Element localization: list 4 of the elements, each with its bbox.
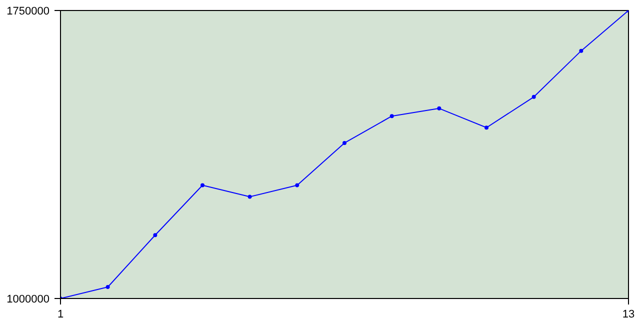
x-tick-label: 13 [622,308,635,320]
x-tick-label: 1 [57,308,64,320]
y-tick-label: 1000000 [6,294,50,306]
y-tick-label: 1750000 [6,6,50,18]
